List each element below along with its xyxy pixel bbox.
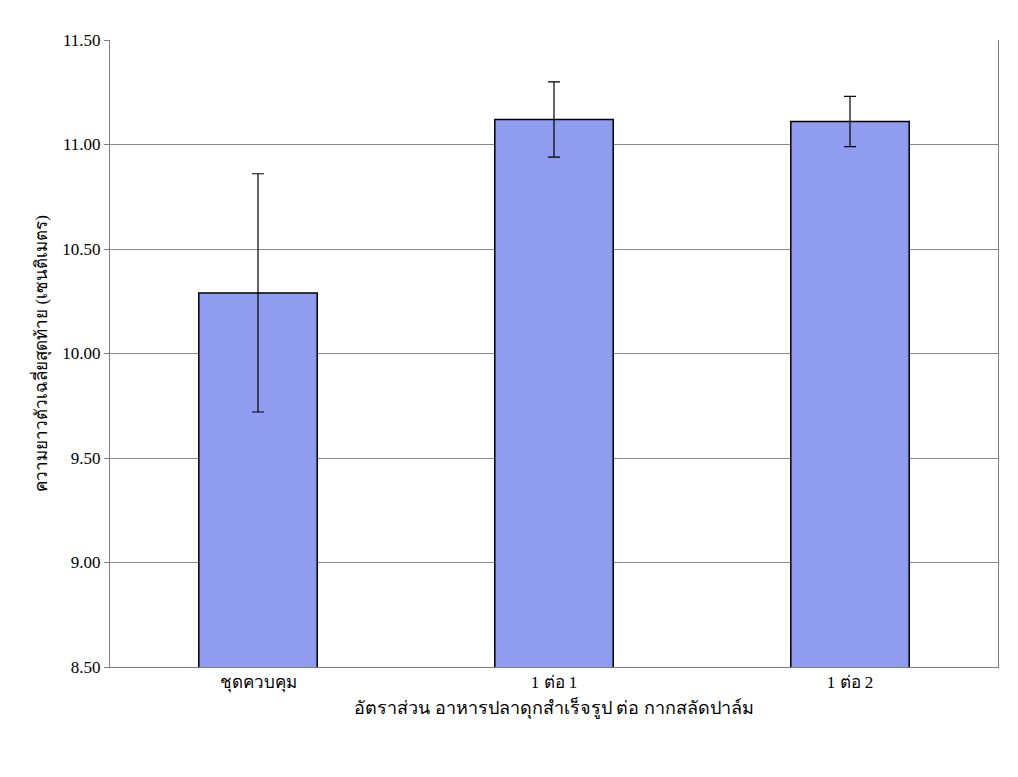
svg-text:11.50: 11.50 [63,31,101,50]
svg-text:อัตราส่วน อาหารปลาดุกสำเร็จรูป: อัตราส่วน อาหารปลาดุกสำเร็จรูป ต่อ กากสล… [354,696,754,719]
svg-text:1 ต่อ 1: 1 ต่อ 1 [531,673,578,692]
svg-text:1 ต่อ 2: 1 ต่อ 2 [827,673,874,692]
svg-text:10.00: 10.00 [62,344,100,363]
svg-text:8.50: 8.50 [71,658,101,677]
svg-text:9.50: 9.50 [71,449,101,468]
svg-text:ชุดควบคุม: ชุดควบคุม [220,673,297,693]
svg-text:9.00: 9.00 [71,553,101,572]
svg-text:10.50: 10.50 [62,240,100,259]
svg-text:11.00: 11.00 [63,135,101,154]
svg-text:ความยาวตัวเฉลี่ยสุดท้าย (เซนติ: ความยาวตัวเฉลี่ยสุดท้าย (เซนติเมตร) [29,215,52,492]
